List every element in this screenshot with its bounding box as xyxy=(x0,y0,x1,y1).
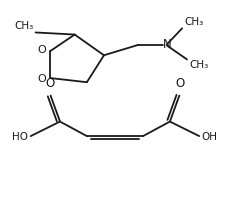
Text: OH: OH xyxy=(202,132,218,142)
Text: CH₃: CH₃ xyxy=(185,17,204,27)
Text: CH₃: CH₃ xyxy=(189,60,209,70)
Text: CH₃: CH₃ xyxy=(14,21,33,32)
Text: O: O xyxy=(175,77,184,91)
Text: HO: HO xyxy=(12,132,28,142)
Text: O: O xyxy=(46,77,55,91)
Text: O: O xyxy=(38,45,47,55)
Text: N: N xyxy=(163,38,172,51)
Text: O: O xyxy=(38,74,47,84)
